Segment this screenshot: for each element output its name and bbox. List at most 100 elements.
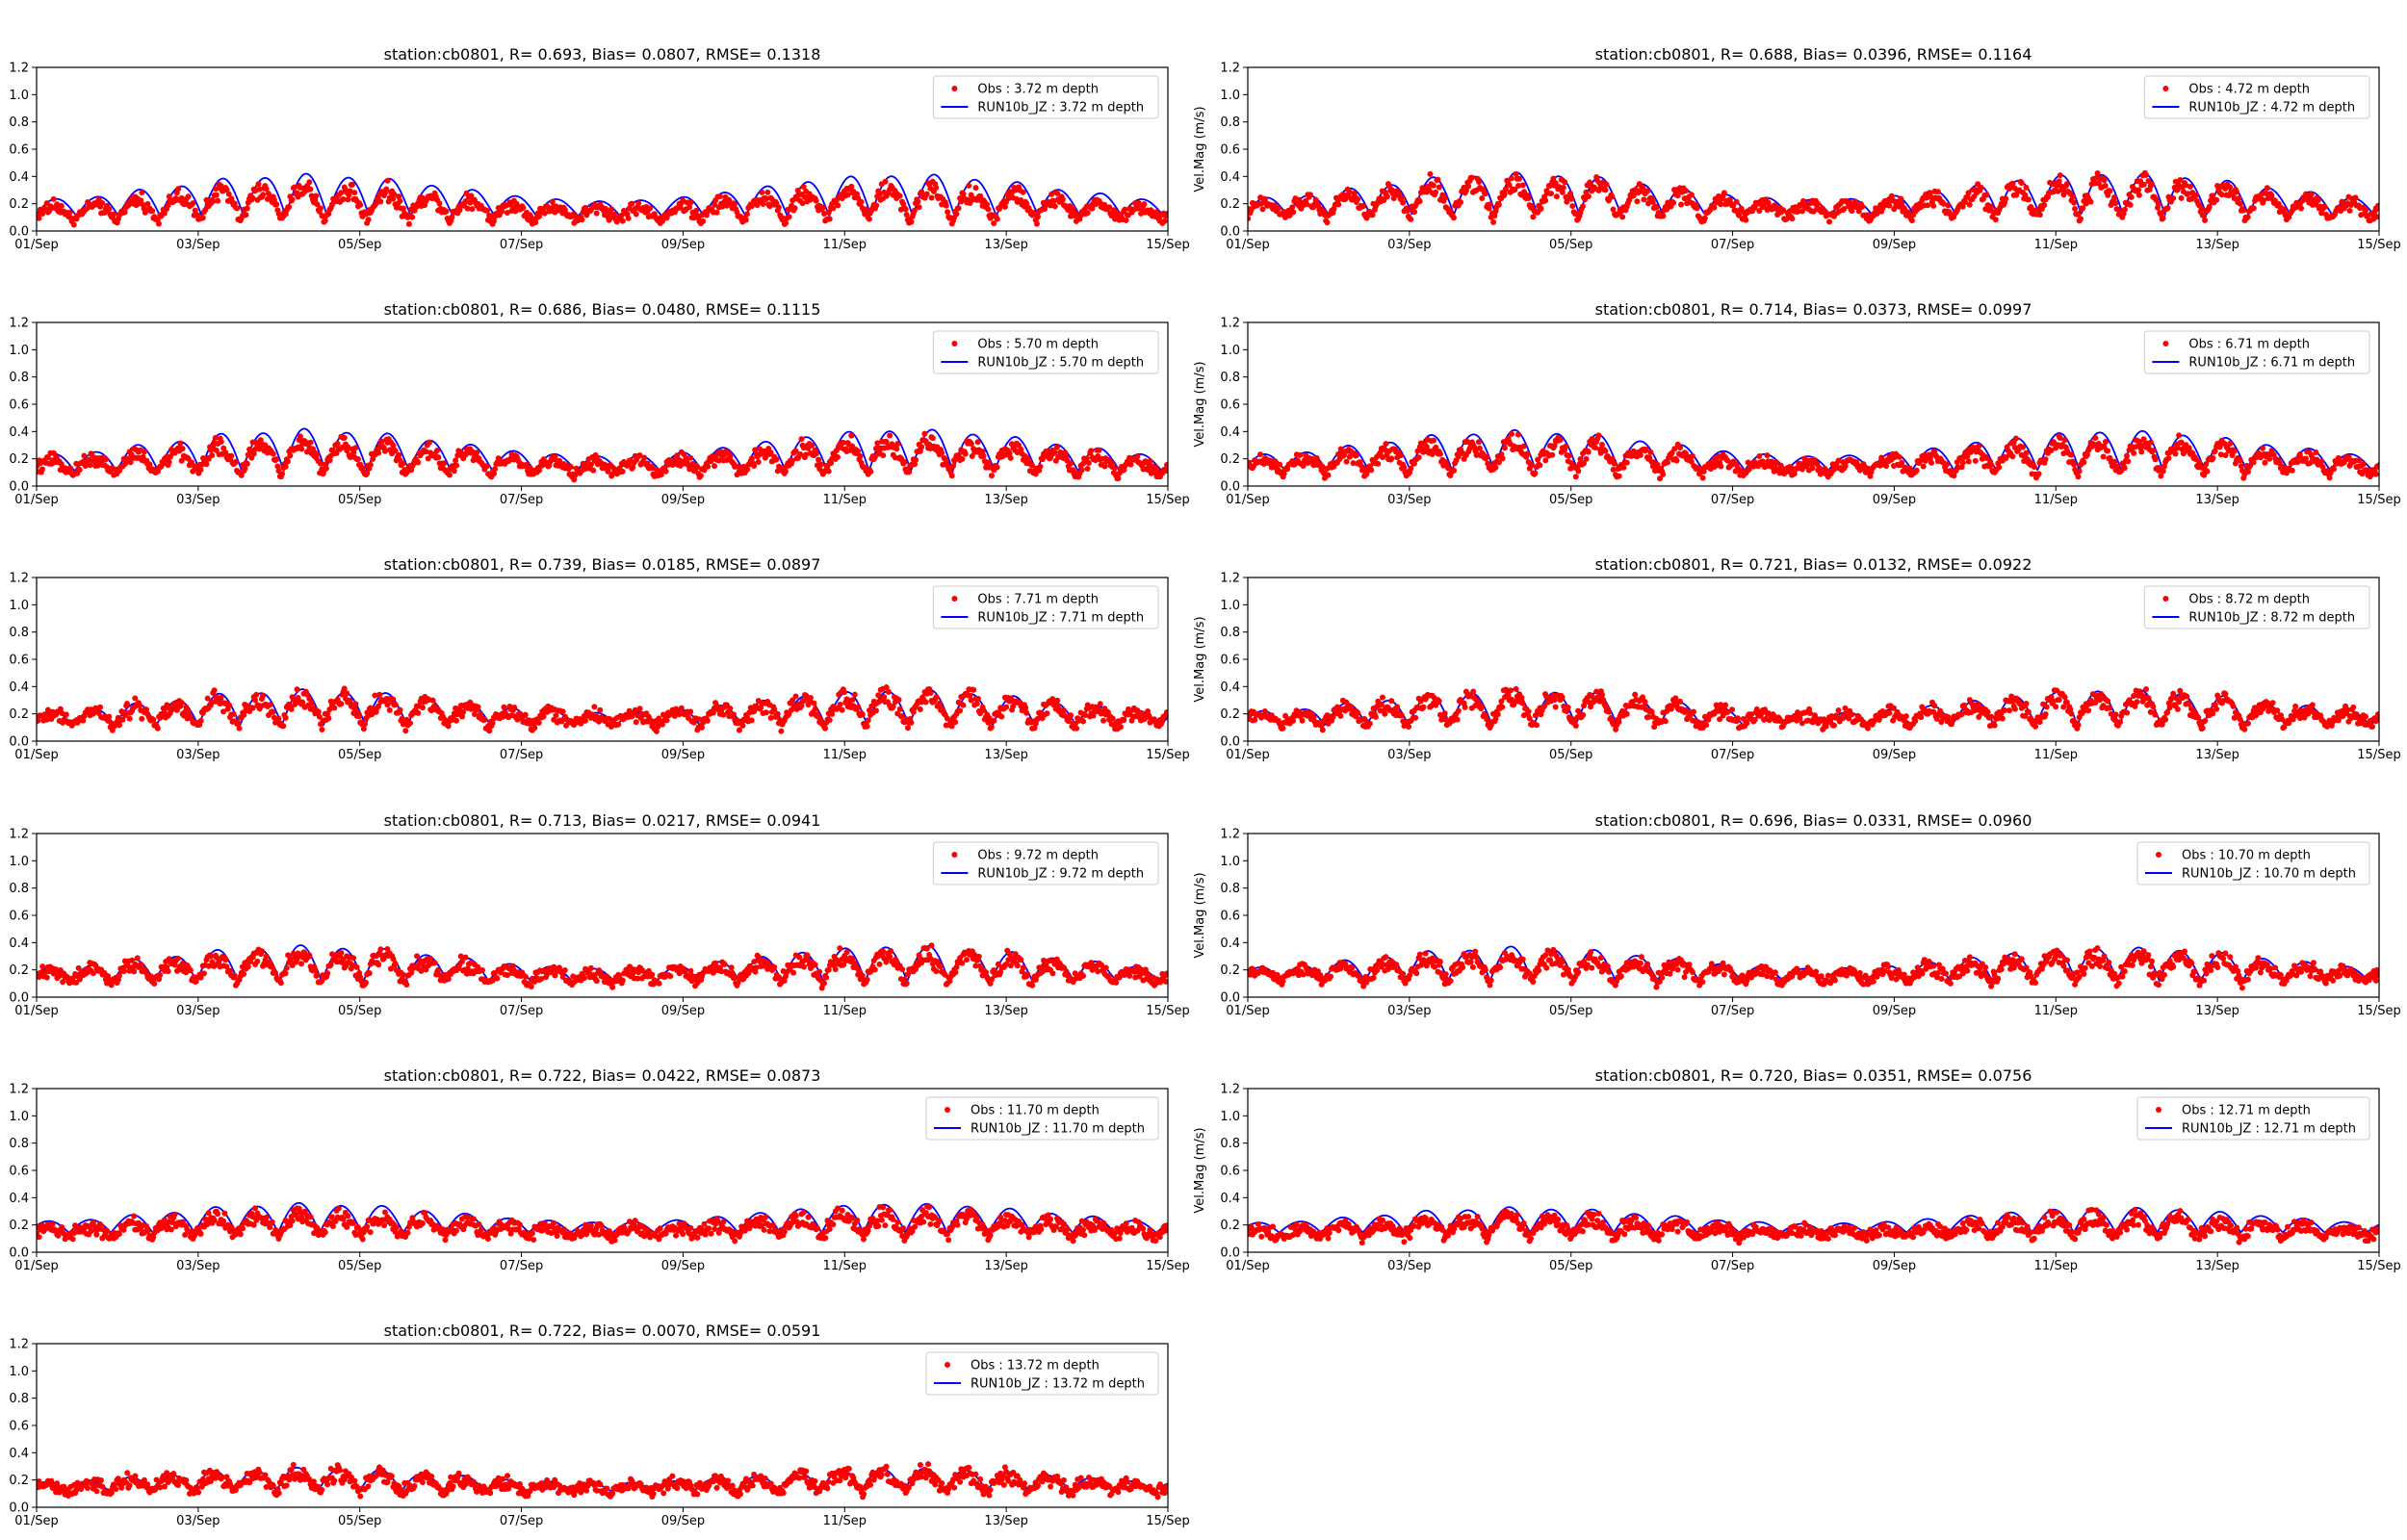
obs-point bbox=[1001, 203, 1008, 210]
obs-point bbox=[2222, 451, 2229, 458]
obs-point bbox=[1516, 175, 1522, 182]
obs-point bbox=[1164, 213, 1168, 219]
obs-point bbox=[890, 704, 896, 710]
obs-point bbox=[1078, 467, 1085, 474]
obs-point bbox=[2012, 435, 2019, 442]
obs-point bbox=[2075, 211, 2082, 218]
obs-point bbox=[1479, 194, 1486, 201]
obs-point bbox=[1408, 465, 1414, 472]
x-tick-label: 09/Sep bbox=[661, 238, 705, 252]
obs-point bbox=[1896, 453, 1902, 460]
obs-point bbox=[1416, 198, 1423, 205]
obs-point bbox=[2313, 449, 2319, 456]
obs-point bbox=[2023, 184, 2030, 191]
obs-point bbox=[185, 193, 192, 200]
obs-point bbox=[2307, 460, 2314, 467]
obs-point bbox=[1966, 201, 1973, 208]
obs-point bbox=[402, 728, 409, 734]
obs-point bbox=[228, 452, 235, 459]
obs-point bbox=[1859, 203, 1866, 210]
obs-point bbox=[445, 723, 452, 730]
obs-point bbox=[943, 202, 949, 209]
obs-point bbox=[632, 706, 638, 713]
obs-point bbox=[1581, 460, 1588, 467]
obs-point bbox=[1883, 463, 1890, 470]
obs-point bbox=[127, 459, 134, 466]
obs-point bbox=[1585, 193, 1592, 199]
obs-point bbox=[1085, 459, 1092, 466]
obs-point bbox=[2264, 185, 2270, 192]
obs-point bbox=[957, 707, 964, 714]
obs-point bbox=[1815, 200, 1822, 207]
obs-point bbox=[1501, 191, 1508, 197]
y-tick-label: 0.8 bbox=[9, 371, 29, 385]
obs-point bbox=[1822, 465, 1828, 472]
obs-point bbox=[356, 713, 363, 720]
obs-point bbox=[282, 463, 289, 470]
obs-point bbox=[2009, 180, 2016, 187]
obs-point bbox=[2308, 191, 2315, 197]
obs-point bbox=[1791, 471, 1798, 477]
obs-point bbox=[298, 446, 305, 452]
obs-point bbox=[1552, 180, 1559, 187]
obs-point bbox=[1841, 205, 1848, 212]
obs-point bbox=[674, 452, 681, 459]
obs-point bbox=[916, 204, 922, 211]
obs-point bbox=[2101, 177, 2108, 184]
obs-point bbox=[559, 708, 566, 715]
obs-point bbox=[2217, 451, 2224, 458]
y-tick-label: 1.2 bbox=[9, 62, 29, 76]
obs-point bbox=[797, 450, 804, 457]
obs-point bbox=[748, 455, 755, 462]
obs-point bbox=[2009, 453, 2016, 460]
obs-point bbox=[1048, 191, 1055, 197]
obs-point bbox=[1988, 204, 1995, 211]
obs-point bbox=[2111, 458, 2118, 465]
obs-point bbox=[211, 687, 218, 694]
obs-point bbox=[1568, 195, 1575, 202]
obs-point bbox=[618, 213, 625, 218]
obs-point bbox=[1400, 199, 1407, 206]
obs-point bbox=[249, 194, 256, 201]
obs-point bbox=[809, 442, 815, 449]
obs-point bbox=[218, 183, 224, 190]
obs-point bbox=[1898, 195, 1904, 202]
obs-point bbox=[1928, 193, 1934, 200]
obs-point bbox=[710, 709, 716, 716]
y-tick-label: 0.4 bbox=[1220, 170, 1240, 185]
obs-point bbox=[773, 456, 780, 463]
obs-point bbox=[165, 202, 171, 209]
obs-point bbox=[1557, 437, 1564, 444]
obs-point bbox=[306, 179, 313, 186]
plot-area bbox=[1248, 428, 2379, 482]
obs-point bbox=[426, 439, 432, 446]
obs-point bbox=[317, 205, 324, 212]
obs-point bbox=[2035, 471, 2042, 477]
panel-2: station:cb0801, R= 0.688, Bias= 0.0396, … bbox=[1193, 45, 2401, 252]
obs-point bbox=[102, 456, 109, 463]
obs-point bbox=[106, 713, 113, 720]
x-tick-label: 11/Sep bbox=[2034, 238, 2078, 252]
x-tick-label: 15/Sep bbox=[2357, 493, 2400, 507]
obs-point bbox=[491, 471, 498, 476]
obs-point bbox=[116, 722, 123, 729]
obs-point bbox=[678, 705, 685, 711]
obs-point bbox=[1382, 447, 1388, 453]
y-tick-label: 0.2 bbox=[1220, 452, 1240, 467]
obs-point bbox=[826, 216, 833, 222]
obs-point bbox=[372, 692, 378, 699]
obs-point bbox=[1958, 464, 1965, 471]
obs-point bbox=[1519, 182, 1526, 189]
obs-point bbox=[821, 211, 828, 218]
obs-point bbox=[906, 469, 913, 475]
obs-point bbox=[2231, 448, 2238, 454]
obs-point bbox=[376, 691, 383, 698]
obs-point bbox=[579, 217, 585, 223]
obs-point bbox=[489, 720, 496, 727]
legend-obs-marker bbox=[2162, 341, 2169, 346]
obs-point bbox=[782, 468, 789, 475]
obs-point bbox=[291, 184, 298, 191]
obs-point bbox=[365, 217, 372, 223]
obs-point bbox=[1640, 184, 1646, 191]
legend-model-label: RUN10b_JZ : 3.72 m depth bbox=[977, 101, 1144, 116]
